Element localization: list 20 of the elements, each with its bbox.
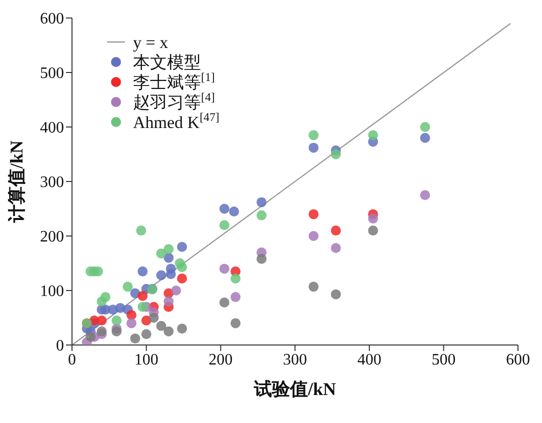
legend-label: Ahmed K$^{[47]}$ (133, 110, 220, 132)
x-tick-label: 100 (134, 351, 158, 368)
x-tick-label: 300 (283, 351, 307, 368)
y-tick-label: 400 (40, 120, 64, 137)
x-tick-label: 500 (432, 351, 456, 368)
legend-label: 赵羽习等$^{[4]}$ (133, 90, 215, 112)
y-tick-label: 100 (40, 283, 64, 300)
y-tick-label: 0 (56, 338, 64, 355)
x-axis-title: 试验值/kN (252, 379, 336, 399)
legend-label: 李士斌等$^{[1]}$ (133, 70, 215, 92)
y-tick-label: 300 (40, 174, 64, 192)
x-tick-label: 200 (208, 351, 233, 368)
x-tick-label: 600 (506, 351, 530, 368)
y-tick-label: 200 (40, 228, 64, 246)
x-tick-label: 0 (68, 351, 76, 368)
y-tick-label: 600 (40, 10, 64, 28)
x-tick-label: 400 (357, 351, 382, 368)
legend-label: 本文模型 (133, 53, 201, 72)
legend-label: y = x (133, 33, 169, 52)
y-tick-label: 500 (40, 65, 64, 82)
